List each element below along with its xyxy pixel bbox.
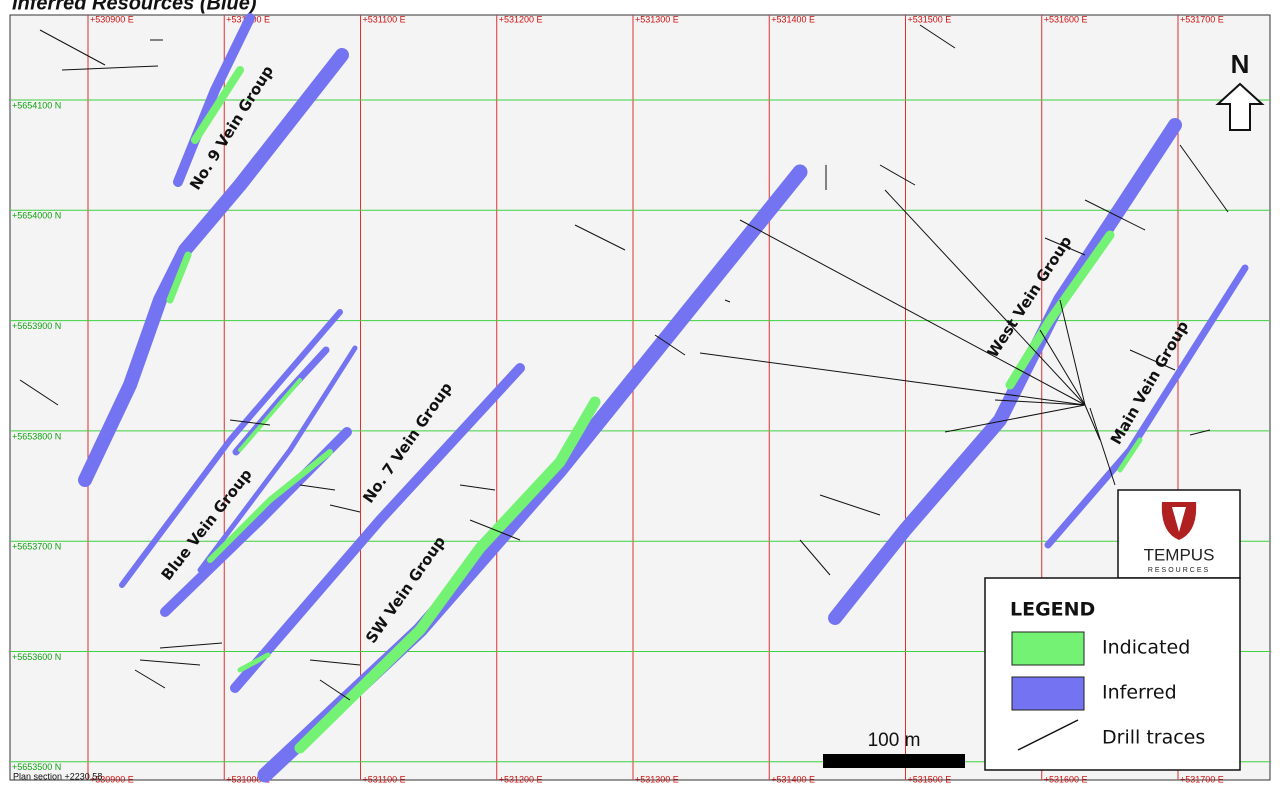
easting-label: +531200 E <box>499 14 543 24</box>
northing-label: +5654000 N <box>12 211 61 221</box>
drill-trace <box>1189 429 1211 436</box>
drill-trace <box>944 404 1086 433</box>
northing-label: +5653900 N <box>12 321 61 331</box>
drill-traces <box>19 24 1229 701</box>
drill-trace <box>309 659 361 666</box>
logo-subtitle: RESOURCES <box>1148 567 1210 574</box>
legend-swatch <box>1011 676 1085 711</box>
indicated-vein <box>1005 230 1115 390</box>
drill-trace <box>1044 237 1086 256</box>
drill-trace <box>1084 404 1101 441</box>
northing-label: +5654100 N <box>12 100 61 110</box>
drill-trace <box>1129 349 1176 371</box>
drill-trace <box>19 379 59 406</box>
easting-label: +531600 E <box>1044 14 1088 24</box>
north-label: N <box>1231 49 1250 79</box>
easting-label: +531100 E <box>363 14 406 24</box>
drill-trace <box>574 224 626 251</box>
drill-trace <box>134 669 166 689</box>
plan-section: Plan section +2230.58 <box>13 771 102 781</box>
drill-trace <box>884 189 1086 406</box>
grid: +530900 E+530900 E+531000 E+531000 E+531… <box>10 14 1270 784</box>
easting-label: +531600 E <box>1044 774 1088 784</box>
inferred-vein <box>197 345 358 573</box>
easting-label: +531200 E <box>499 774 543 784</box>
legend-label: Inferred <box>1102 682 1177 704</box>
drill-trace <box>799 539 831 576</box>
drill-trace <box>39 29 106 66</box>
drill-trace <box>819 494 881 516</box>
drill-trace <box>329 504 361 513</box>
logo-icon-inner <box>1172 507 1186 532</box>
legend-title: LEGEND <box>1010 599 1095 621</box>
drill-trace <box>994 399 1086 406</box>
north-arrow <box>1215 82 1265 131</box>
indicated-vein <box>191 66 244 144</box>
easting-label: +531500 E <box>908 14 952 24</box>
drill-trace <box>1084 199 1146 231</box>
easting-label: +531100 E <box>363 774 406 784</box>
legend-swatch <box>1017 719 1079 751</box>
easting-label: +531500 E <box>908 774 952 784</box>
northing-label: +5653700 N <box>12 542 61 552</box>
easting-label: +531700 E <box>1180 774 1224 784</box>
easting-label: +531700 E <box>1180 14 1224 24</box>
legend-label: Indicated <box>1102 637 1190 659</box>
drill-trace <box>159 642 223 649</box>
inferred-vein <box>230 363 525 693</box>
drill-trace <box>319 679 351 701</box>
inferred-vein <box>1044 264 1249 549</box>
drill-trace <box>61 65 159 71</box>
drill-trace <box>919 24 956 49</box>
easting-label: +531000 E <box>226 774 270 784</box>
easting-label: +530900 E <box>90 774 134 784</box>
easting-label: +531400 E <box>771 14 815 24</box>
drill-trace <box>879 164 916 186</box>
drill-trace <box>654 334 686 356</box>
logo-name: TEMPUS <box>1144 545 1215 564</box>
northing-label: +5653800 N <box>12 431 61 441</box>
inferred-vein <box>173 13 255 187</box>
drill-trace <box>299 484 336 491</box>
legend-items: Indicated Inferred Drill traces <box>1011 631 1205 751</box>
indicated-vein <box>238 378 302 452</box>
drill-trace <box>1179 144 1229 213</box>
drill-trace <box>229 419 271 426</box>
scale-bar <box>823 754 965 768</box>
inferred-vein <box>582 365 643 443</box>
indicated-vein <box>166 251 192 304</box>
indicated-vein <box>1117 437 1143 473</box>
drill-trace <box>469 519 521 541</box>
easting-label: +531400 E <box>771 774 815 784</box>
northing-label: +5653600 N <box>12 652 61 662</box>
veins <box>78 13 1249 783</box>
drill-trace <box>1059 299 1086 406</box>
drill-trace <box>739 219 1086 406</box>
scale-label: 100 m <box>868 730 921 751</box>
drill-trace <box>1089 407 1116 486</box>
drill-trace <box>1039 329 1086 406</box>
indicated-vein <box>294 396 601 754</box>
easting-label: +531300 E <box>635 14 679 24</box>
drill-trace <box>139 659 201 666</box>
inferred-vein <box>78 48 349 487</box>
legend-box <box>984 577 1241 771</box>
drill-trace <box>699 352 1086 406</box>
northing-label: +5653500 N <box>12 762 61 772</box>
drill-trace <box>724 299 731 303</box>
title: Inferred Resources (Blue) <box>12 0 257 14</box>
legend-swatch <box>1011 631 1085 666</box>
easting-label: +530900 E <box>90 14 134 24</box>
legend-label: Drill traces <box>1102 727 1205 749</box>
drill-trace <box>459 484 496 491</box>
inferred-vein <box>828 118 1182 625</box>
indicated-vein <box>207 449 333 563</box>
inferred-vein <box>119 309 343 588</box>
indicated-vein <box>237 652 271 673</box>
easting-label: +531300 E <box>635 774 679 784</box>
